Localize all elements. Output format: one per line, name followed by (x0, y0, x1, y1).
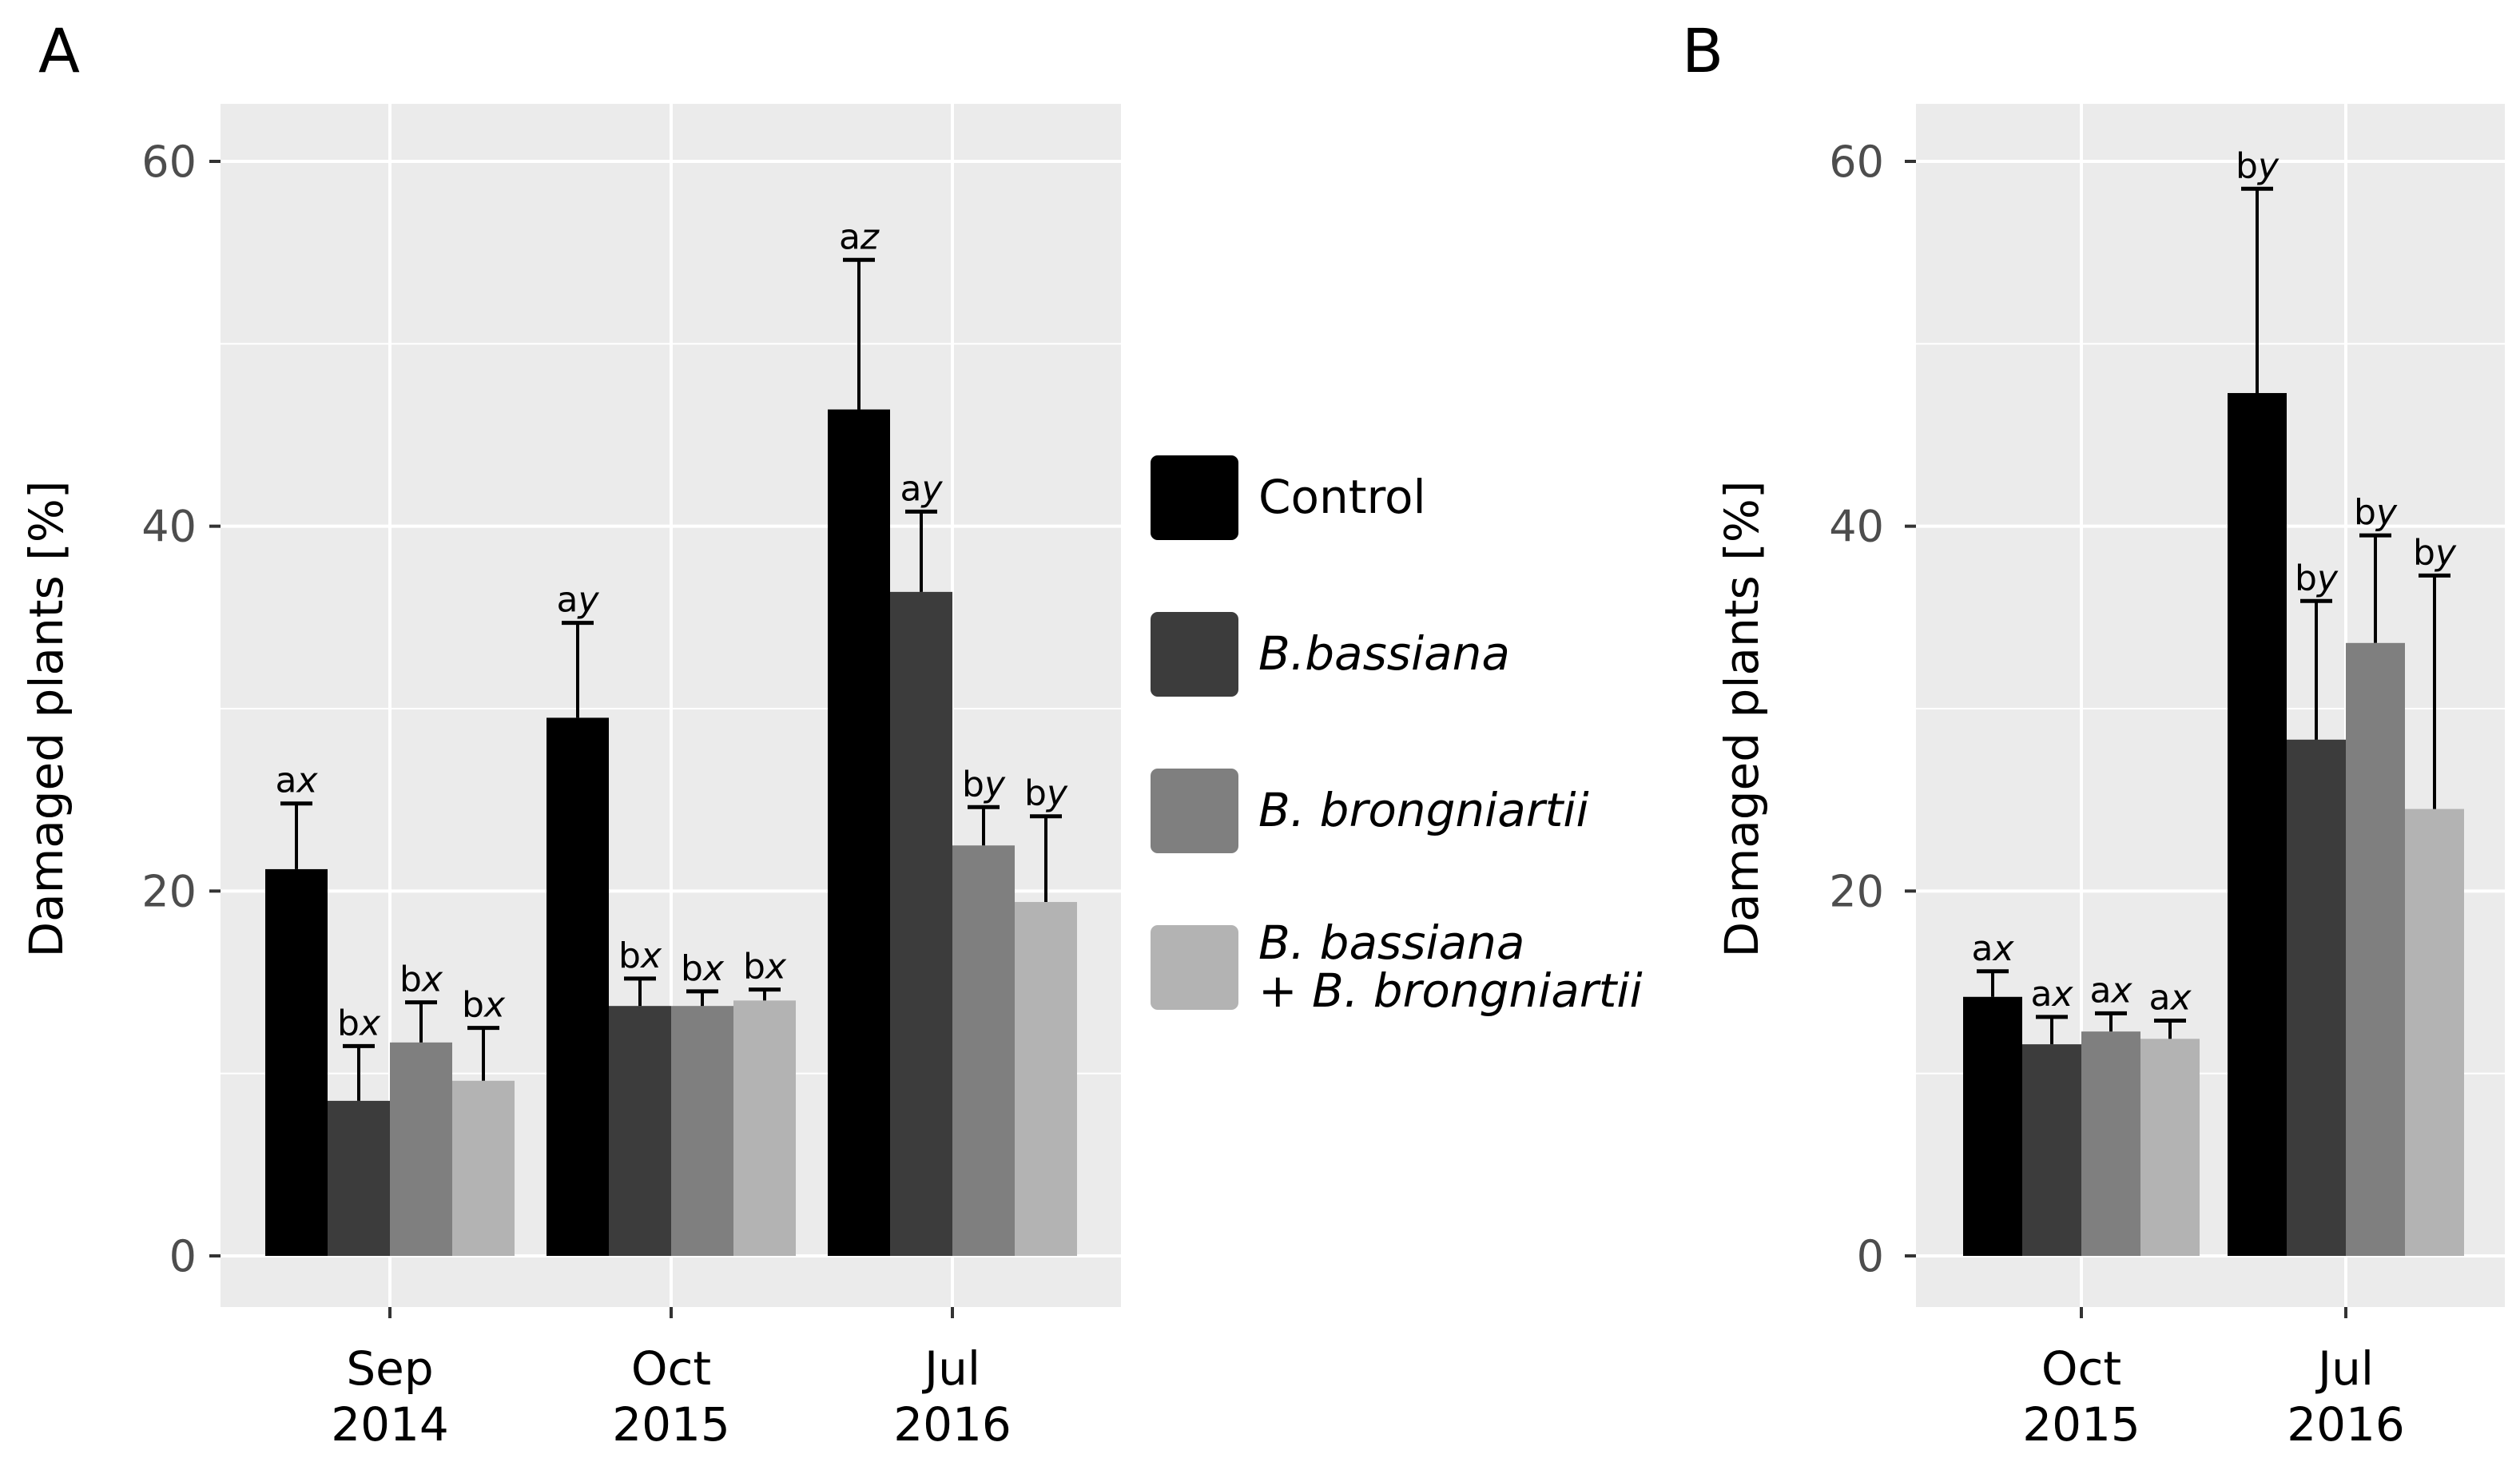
significance-label: by (2295, 558, 2339, 598)
y-tick-label: 60 (141, 137, 197, 187)
x-tick-label: Oct 2015 (612, 1341, 730, 1452)
significance-label: bx (462, 985, 506, 1026)
bar (452, 1080, 515, 1256)
x-tick-label: Jul 2016 (2287, 1341, 2405, 1452)
x-tick-label: Oct 2015 (2022, 1341, 2140, 1452)
legend-item: B. bassiana + B. brongniartii (1151, 916, 1643, 1018)
significance-label: bx (399, 959, 443, 1000)
bar (390, 1042, 452, 1256)
legend-key (1151, 925, 1238, 1010)
y-axis-title: Damaged plants [%] (19, 481, 74, 958)
significance-label: bx (743, 947, 787, 987)
bar (265, 868, 328, 1256)
y-tick-label: 0 (1857, 1231, 1884, 1281)
bar (952, 845, 1015, 1256)
significance-label: ax (2030, 974, 2073, 1015)
bar (547, 717, 609, 1256)
legend-label: B.bassiana (1258, 626, 1510, 681)
significance-label: bx (681, 948, 725, 989)
significance-label: az (839, 217, 880, 257)
significance-label: by (2413, 532, 2457, 573)
bar (828, 409, 890, 1256)
significance-label: bx (337, 1003, 381, 1043)
significance-label: by (2236, 145, 2280, 186)
panel-label: A (38, 15, 80, 86)
bar (2140, 1039, 2200, 1256)
bar (1963, 996, 2022, 1256)
legend-item: B.bassiana (1151, 612, 1510, 697)
x-tick-label: Jul 2016 (893, 1341, 1012, 1452)
legend-key (1151, 612, 1238, 697)
significance-label: by (2354, 492, 2398, 533)
bar (2405, 808, 2464, 1256)
legend-key (1151, 769, 1238, 853)
y-tick-label: 20 (1829, 866, 1884, 916)
y-tick-label: 40 (1829, 502, 1884, 552)
y-axis-title: Damaged plants [%] (1715, 481, 1769, 958)
bar (328, 1100, 390, 1256)
significance-label: ax (2148, 977, 2192, 1018)
bar (733, 1000, 796, 1256)
legend-label: Control (1258, 470, 1426, 524)
significance-label: ay (556, 580, 599, 621)
legend-item: Control (1151, 455, 1426, 540)
legend-key (1151, 455, 1238, 540)
legend-label: B. brongniartii (1258, 783, 1589, 837)
bar (671, 1006, 733, 1256)
panel-A: A 0 20 40 60 Sep 2014 Oct 2015 Jul 2016 Damaged pla… (19, 15, 1121, 1452)
y-tick-label: 40 (141, 502, 197, 552)
y-tick-label: 0 (169, 1231, 197, 1281)
significance-label: ay (900, 468, 943, 509)
x-tick-label: Sep 2014 (331, 1341, 449, 1452)
bar (1015, 902, 1077, 1256)
y-tick-label: 60 (1829, 137, 1884, 187)
significance-label: ax (2089, 970, 2132, 1011)
bar (2081, 1031, 2140, 1256)
legend: Control B.bassiana B. brongniartii B. bassi… (1151, 455, 1643, 1018)
panel-label: B (1682, 15, 1723, 86)
significance-label: by (1024, 773, 1068, 814)
bar (2287, 739, 2346, 1256)
significance-label: ax (1971, 928, 2014, 969)
bar (2022, 1044, 2081, 1256)
bar (609, 1006, 671, 1256)
bar (2228, 392, 2287, 1256)
y-tick-label: 20 (141, 866, 197, 916)
bar (2346, 642, 2405, 1256)
panel-B: B 0 20 40 60 Oct 2015 Jul 2016 Damaged plants [%]… (1682, 15, 2505, 1452)
significance-label: ax (275, 761, 318, 801)
significance-label: bx (618, 936, 662, 976)
legend-label: B. bassiana + B. brongniartii (1258, 916, 1643, 1018)
bar (890, 591, 952, 1256)
significance-label: by (962, 764, 1006, 805)
legend-item: B. brongniartii (1151, 769, 1589, 853)
